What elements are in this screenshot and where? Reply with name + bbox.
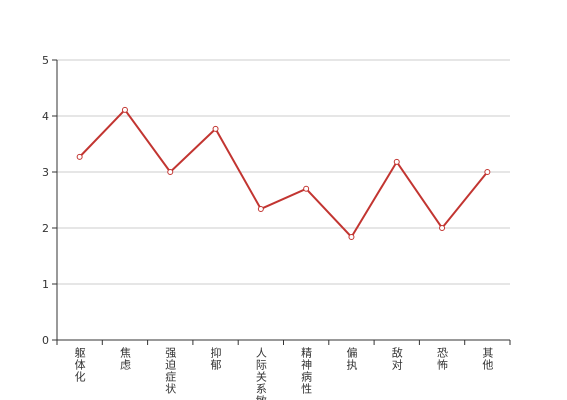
- point: [303, 185, 310, 192]
- point: [484, 169, 491, 175]
- y-tick-label: 2: [42, 222, 49, 235]
- x-tick-label: 焦虑: [118, 347, 131, 371]
- point: [393, 158, 400, 165]
- x-tick-label: 偏执: [345, 346, 358, 371]
- y-tick-label: 3: [42, 166, 49, 179]
- point: [348, 233, 355, 240]
- point: [76, 153, 83, 160]
- point: [212, 125, 219, 132]
- y-tick-label: 1: [42, 278, 49, 291]
- y-tick-label: 0: [42, 334, 49, 347]
- x-tick-label: 人际关系敏感: [254, 347, 267, 400]
- x-tick-label: 恐怖: [436, 347, 449, 371]
- y-tick-label: 4: [42, 110, 49, 123]
- x-tick-label: 抑郁: [209, 346, 222, 371]
- x-tick-label: 躯体化: [73, 347, 86, 383]
- point: [121, 106, 128, 113]
- point: [439, 225, 446, 231]
- x-tick-label: 强迫症状: [164, 347, 177, 395]
- point: [257, 205, 264, 212]
- line: [78, 108, 489, 239]
- x-tick-label: 敌对: [390, 346, 403, 371]
- point: [167, 169, 174, 175]
- x-tick-label: 其他: [481, 347, 494, 371]
- x-tick-label: 精神病性: [300, 347, 313, 395]
- y-tick-label: 5: [42, 54, 49, 67]
